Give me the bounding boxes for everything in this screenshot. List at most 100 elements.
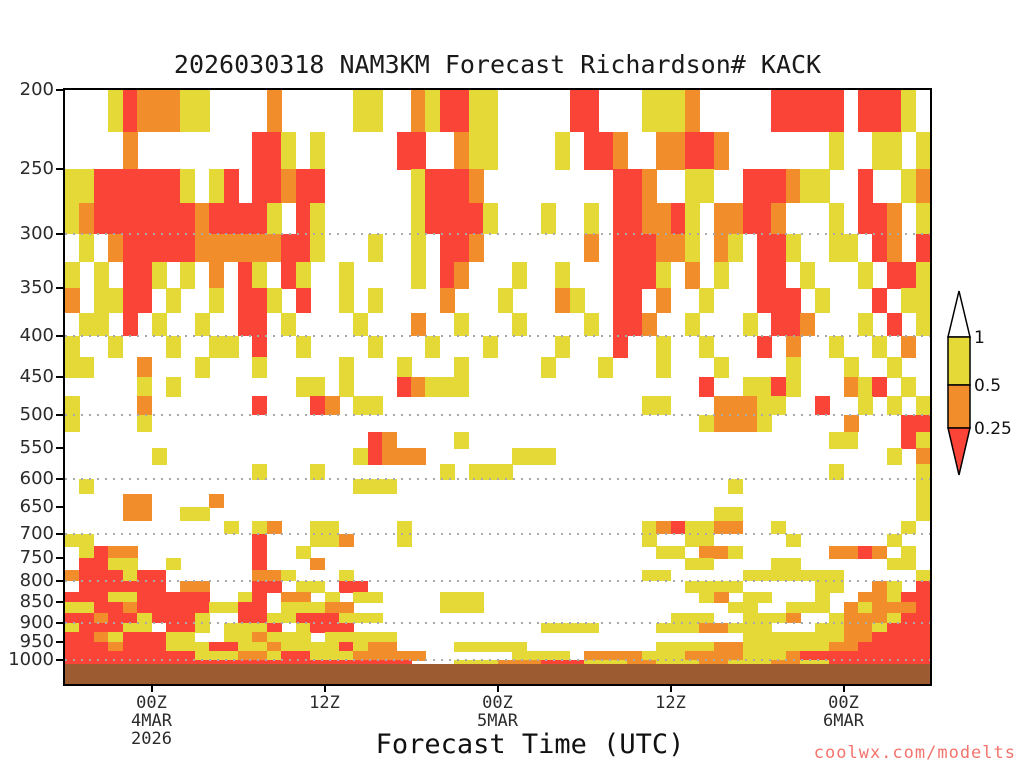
heatmap-cell xyxy=(511,448,556,465)
heatmap-cell xyxy=(252,569,282,582)
heatmap-cell xyxy=(771,312,801,337)
heatmap-cell xyxy=(641,312,657,337)
heatmap-cell xyxy=(468,233,484,263)
heatmap-cell xyxy=(425,335,441,358)
heatmap-cell xyxy=(886,233,902,263)
heatmap-cell xyxy=(353,396,383,416)
heatmap-cell xyxy=(151,261,167,289)
x-tick-label-h42-line0: 12Z xyxy=(655,693,686,713)
heatmap-cell xyxy=(829,464,845,480)
heatmap-cell xyxy=(872,233,888,263)
heatmap-cell xyxy=(439,591,470,604)
heatmap-cell xyxy=(137,396,153,416)
heatmap-cell xyxy=(194,357,210,378)
heatmap-cell xyxy=(800,169,830,204)
heatmap-cell xyxy=(886,622,931,633)
heatmap-cell xyxy=(65,335,80,358)
heatmap-cell xyxy=(122,131,138,170)
y-tick-850 xyxy=(56,601,65,604)
heatmap-cell xyxy=(569,288,585,314)
y-tick-1000 xyxy=(56,659,65,661)
x-tick-h18 xyxy=(323,684,326,692)
heatmap-cell xyxy=(367,448,383,465)
heatmap-cell xyxy=(324,602,354,614)
heatmap-cell xyxy=(266,520,282,535)
heatmap-cell xyxy=(511,312,527,337)
heatmap-cell xyxy=(108,335,124,358)
y-tick-550 xyxy=(56,447,65,450)
heatmap-cell xyxy=(771,520,787,535)
gridline-1000 xyxy=(65,659,930,661)
heatmap-cell xyxy=(194,612,210,624)
heatmap-cell xyxy=(310,533,340,547)
heatmap-cell xyxy=(281,569,297,582)
x-tick-label-h54-line0: 00Z xyxy=(828,693,859,713)
heatmap-cell xyxy=(108,641,124,652)
gridline-500 xyxy=(65,413,930,416)
heatmap-cell xyxy=(65,396,80,416)
heatmap-cell xyxy=(483,335,499,358)
heatmap-cell xyxy=(65,591,109,604)
heatmap-cell xyxy=(915,233,931,263)
heatmap-cell xyxy=(310,651,354,661)
heatmap-cell xyxy=(468,90,499,133)
x-tick-label-h6-line1: 4MAR xyxy=(131,711,172,731)
x-tick-label-h54-line1: 6MAR xyxy=(823,711,864,731)
heatmap-cell xyxy=(699,546,729,559)
x-axis-title: Forecast Time (UTC) xyxy=(375,729,685,760)
heatmap-cell xyxy=(353,591,383,604)
heatmap-cell xyxy=(194,233,282,263)
heatmap-cell xyxy=(396,520,412,535)
y-tick-label-200: 200 xyxy=(19,79,54,100)
heatmap-cell xyxy=(310,622,354,633)
heatmap-cell xyxy=(252,581,282,593)
heatmap-cell xyxy=(713,591,729,604)
x-tick-h54 xyxy=(842,684,845,692)
heatmap-cell xyxy=(641,396,672,416)
y-tick-label-550: 550 xyxy=(19,437,54,459)
heatmap-cell xyxy=(728,546,744,559)
heatmap-cell xyxy=(151,612,196,624)
heatmap-cell xyxy=(857,546,873,559)
heatmap-cell xyxy=(137,377,153,397)
heatmap-cell xyxy=(439,288,455,314)
heatmap-cell xyxy=(367,431,383,449)
heatmap-cell xyxy=(338,612,354,624)
heatmap-cell xyxy=(310,131,326,170)
y-tick-label-650: 650 xyxy=(19,496,54,518)
heatmap-cell xyxy=(468,169,484,204)
heatmap-cell xyxy=(843,602,859,614)
heatmap-cell xyxy=(338,377,354,397)
heatmap-cell xyxy=(915,479,931,495)
heatmap-cell xyxy=(180,90,210,133)
heatmap-cell xyxy=(915,396,931,416)
heatmap-cell xyxy=(915,493,931,508)
heatmap-cell xyxy=(122,312,138,337)
heatmap-cell xyxy=(857,261,873,289)
heatmap-cell xyxy=(65,357,95,378)
heatmap-cell xyxy=(425,169,470,204)
heatmap-cell xyxy=(151,312,167,337)
heatmap-cell xyxy=(713,507,744,522)
heatmap-cell xyxy=(699,414,715,433)
heatmap-cell xyxy=(194,202,210,235)
heatmap-plot-area xyxy=(65,90,931,684)
heatmap-cell xyxy=(684,581,744,593)
heatmap-cell xyxy=(886,612,902,624)
heatmap-cell xyxy=(742,312,758,337)
heatmap-cell xyxy=(901,591,931,604)
heatmap-cell xyxy=(843,632,873,643)
heatmap-cell xyxy=(310,202,326,235)
heatmap-cell xyxy=(656,288,672,314)
heatmap-cell xyxy=(785,233,801,263)
heatmap-cell xyxy=(742,641,830,652)
heatmap-cell xyxy=(411,312,426,337)
heatmap-cell xyxy=(814,288,830,314)
heatmap-cell xyxy=(757,414,772,433)
heatmap-cell xyxy=(252,533,268,547)
heatmap-cell xyxy=(713,233,729,263)
heatmap-cell xyxy=(295,612,340,624)
heatmap-cell xyxy=(65,622,80,633)
heatmap-cell xyxy=(829,202,845,235)
gridline-800 xyxy=(65,580,930,582)
